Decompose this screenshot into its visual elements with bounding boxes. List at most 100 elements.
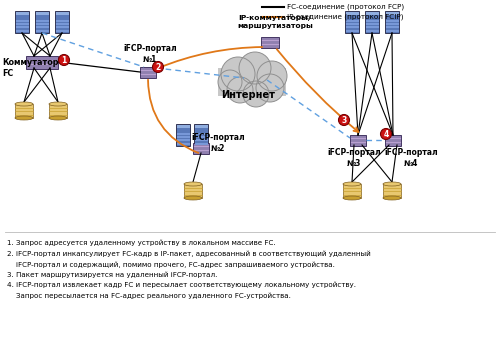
- Text: iFCP-портал
№1: iFCP-портал №1: [123, 44, 177, 64]
- Bar: [176, 143, 190, 145]
- Circle shape: [257, 61, 287, 91]
- FancyBboxPatch shape: [15, 11, 29, 33]
- Ellipse shape: [343, 182, 361, 186]
- Bar: [386, 23, 398, 25]
- Bar: [366, 23, 378, 25]
- Circle shape: [58, 54, 70, 66]
- Circle shape: [380, 129, 392, 140]
- Circle shape: [243, 81, 269, 107]
- Circle shape: [239, 52, 271, 84]
- Bar: [194, 143, 207, 145]
- Bar: [56, 12, 68, 15]
- Bar: [194, 132, 207, 135]
- Circle shape: [221, 57, 255, 91]
- Ellipse shape: [49, 116, 67, 120]
- Ellipse shape: [383, 196, 401, 200]
- Circle shape: [218, 70, 242, 94]
- Bar: [16, 30, 28, 32]
- Text: iFCP-портал
№4: iFCP-портал №4: [384, 148, 438, 168]
- Text: iFCP-портал
№2: iFCP-портал №2: [191, 133, 245, 153]
- Ellipse shape: [49, 102, 67, 106]
- Bar: [16, 23, 28, 25]
- FancyBboxPatch shape: [350, 135, 366, 145]
- Bar: [346, 12, 358, 15]
- Bar: [386, 12, 398, 15]
- Bar: [386, 30, 398, 32]
- Bar: [343, 184, 361, 198]
- Bar: [15, 104, 33, 118]
- Bar: [36, 20, 49, 21]
- Circle shape: [227, 77, 253, 103]
- FancyBboxPatch shape: [194, 124, 208, 146]
- Circle shape: [338, 115, 349, 126]
- Bar: [194, 136, 207, 138]
- Text: 3. Пакет маршрутизируется на удаленный iFCP-портал.: 3. Пакет маршрутизируется на удаленный i…: [7, 271, 218, 278]
- Bar: [56, 23, 68, 25]
- Text: iFCP-портал
№3: iFCP-портал №3: [327, 148, 381, 168]
- Bar: [16, 26, 28, 28]
- Text: 2: 2: [156, 63, 160, 72]
- Text: 4. iFCP-портал извлекает кадр FC и пересылает соответствующему локальному устрой: 4. iFCP-портал извлекает кадр FC и перес…: [7, 282, 356, 289]
- Bar: [36, 12, 49, 15]
- Bar: [346, 20, 358, 21]
- Ellipse shape: [15, 102, 33, 106]
- Bar: [36, 30, 49, 32]
- Bar: [366, 26, 378, 28]
- Bar: [346, 23, 358, 25]
- Ellipse shape: [184, 196, 202, 200]
- Bar: [56, 26, 68, 28]
- Bar: [176, 125, 190, 128]
- Text: Запрос пересылается на FC-адрес реального удаленного FC-устройства.: Запрос пересылается на FC-адрес реальног…: [7, 292, 291, 299]
- Text: iFCP-портал и содержащий, помимо прочего, FC-адрес запрашиваемого устройства.: iFCP-портал и содержащий, помимо прочего…: [7, 261, 335, 267]
- Bar: [36, 26, 49, 28]
- Text: IP-соединение (протокол FCIP): IP-соединение (протокол FCIP): [287, 14, 404, 20]
- Bar: [346, 26, 358, 28]
- Text: 2. iFCP-портал инкапсулирует FC-кадр в IP-пакет, адресованный в соответствующий : 2. iFCP-портал инкапсулирует FC-кадр в I…: [7, 251, 371, 257]
- FancyBboxPatch shape: [35, 11, 49, 33]
- FancyBboxPatch shape: [385, 11, 399, 33]
- Bar: [386, 26, 398, 28]
- Text: FC-соединение (протокол FCP): FC-соединение (протокол FCP): [287, 4, 404, 10]
- Bar: [346, 30, 358, 32]
- Text: 1: 1: [62, 55, 66, 64]
- FancyBboxPatch shape: [140, 67, 156, 77]
- Bar: [56, 20, 68, 21]
- Bar: [383, 184, 401, 198]
- Bar: [184, 184, 202, 198]
- Bar: [366, 12, 378, 15]
- FancyBboxPatch shape: [345, 11, 359, 33]
- FancyBboxPatch shape: [193, 142, 209, 154]
- Bar: [176, 132, 190, 135]
- Ellipse shape: [184, 182, 202, 186]
- Bar: [49, 104, 67, 118]
- Bar: [56, 30, 68, 32]
- Circle shape: [152, 62, 164, 73]
- FancyBboxPatch shape: [385, 135, 401, 145]
- Bar: [176, 136, 190, 138]
- Bar: [386, 20, 398, 21]
- FancyBboxPatch shape: [55, 11, 69, 33]
- Text: IP-коммутаторы/
маршрутизаторы: IP-коммутаторы/ маршрутизаторы: [237, 15, 313, 29]
- Ellipse shape: [15, 116, 33, 120]
- Bar: [16, 12, 28, 15]
- Text: 1. Запрос адресуется удаленному устройству в локальном массиве FC.: 1. Запрос адресуется удаленному устройст…: [7, 240, 276, 247]
- FancyBboxPatch shape: [26, 55, 58, 68]
- Text: 4: 4: [384, 130, 388, 139]
- Bar: [194, 125, 207, 128]
- Text: Интернет: Интернет: [221, 90, 275, 100]
- FancyBboxPatch shape: [365, 11, 379, 33]
- FancyBboxPatch shape: [176, 124, 190, 146]
- Bar: [366, 30, 378, 32]
- Bar: [176, 139, 190, 141]
- Text: Коммутатор
FC: Коммутатор FC: [2, 58, 58, 78]
- Bar: [16, 20, 28, 21]
- Circle shape: [256, 74, 284, 102]
- Bar: [36, 23, 49, 25]
- Bar: [194, 139, 207, 141]
- Text: 3: 3: [342, 116, 346, 125]
- Bar: [366, 20, 378, 21]
- Bar: [218, 68, 286, 96]
- Ellipse shape: [383, 182, 401, 186]
- Ellipse shape: [343, 196, 361, 200]
- FancyBboxPatch shape: [261, 37, 279, 48]
